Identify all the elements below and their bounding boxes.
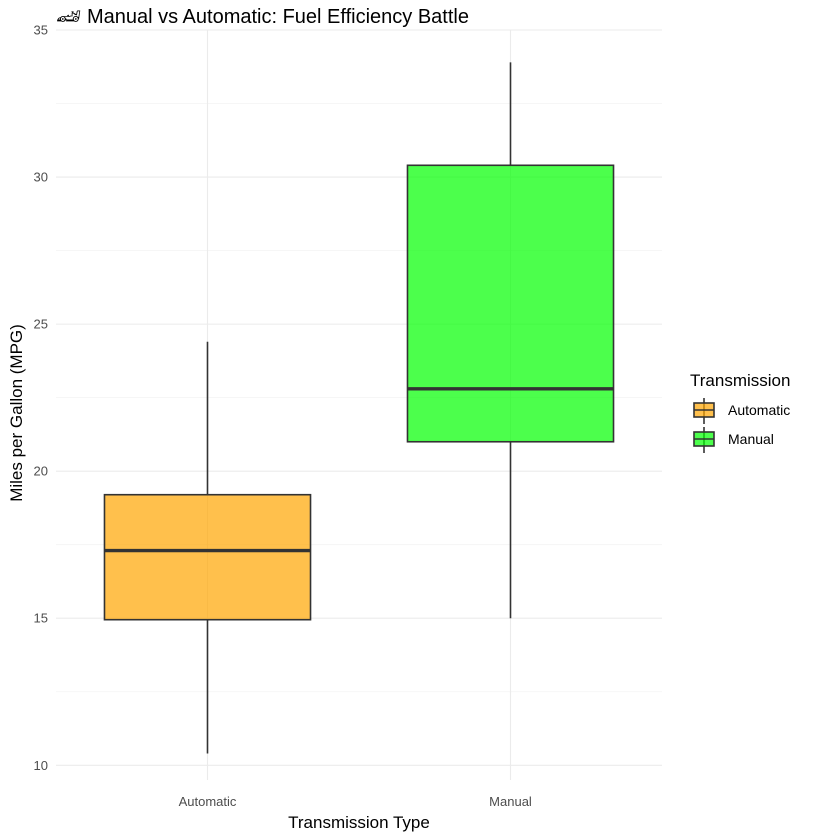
y-tick-label: 10: [34, 758, 48, 773]
y-tick-label: 35: [34, 23, 48, 38]
boxplot-automatic: [103, 341, 312, 754]
y-tick-label: 25: [34, 317, 48, 332]
iqr-box: [103, 493, 312, 621]
iqr-box: [406, 164, 615, 443]
boxplots: [103, 62, 615, 754]
legend-item-automatic: Automatic: [693, 398, 790, 424]
boxplot-manual: [406, 62, 615, 619]
legend: Transmission Automatic Manual: [690, 371, 790, 453]
legend-label: Automatic: [728, 402, 790, 418]
y-tick-label: 30: [34, 170, 48, 185]
y-tick-label: 20: [34, 464, 48, 479]
legend-item-manual: Manual: [693, 427, 774, 453]
axes: 10 15 20 25 30 35 Automatic Manual: [34, 23, 532, 810]
chart-title: 🏎 Manual vs Automatic: Fuel Efficiency B…: [56, 6, 469, 28]
x-tick-label: Automatic: [179, 794, 237, 809]
legend-title: Transmission: [690, 371, 790, 390]
x-tick-label: Manual: [489, 794, 532, 809]
y-axis-title: Miles per Gallon (MPG): [7, 324, 26, 502]
legend-label: Manual: [728, 431, 774, 447]
y-tick-label: 15: [34, 611, 48, 626]
x-axis-title: Transmission Type: [288, 813, 430, 832]
